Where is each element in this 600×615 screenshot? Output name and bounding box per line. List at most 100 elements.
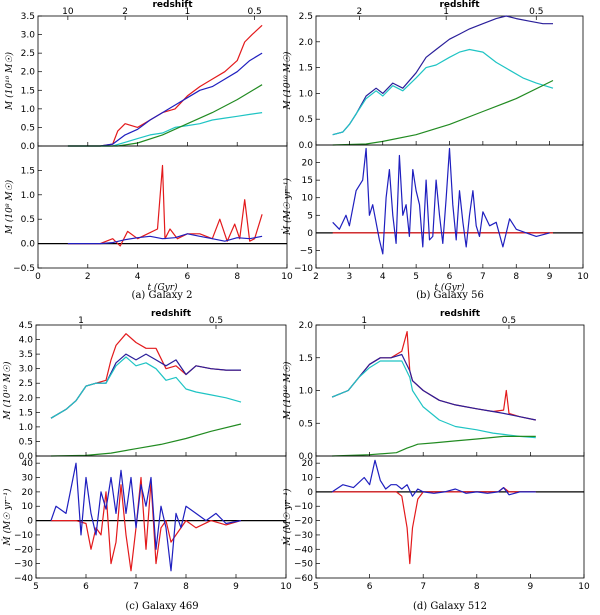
y-tick-label: 0.5 [299,115,313,125]
top-axis-label: redshift [439,0,480,10]
series-line-green [50,423,242,457]
y-tick-label: 20 [302,459,314,469]
y-tick-label: 2.0 [299,38,314,48]
series-line-cyan [67,112,263,147]
y-axis-label: M (10¹⁰ M☉) [4,52,15,111]
series-line-navy [332,15,553,136]
panel-frame-upper [315,15,584,146]
y-tick-label: 0 [307,488,313,498]
top-tick-label: 1 [78,316,84,326]
x-tick-label: 5 [413,272,419,282]
y-axis-label: Ṁ (M☉ yr⁻¹) [281,178,293,236]
top-tick-label: 0.5 [209,316,223,326]
y-tick-label: 1.5 [21,166,35,176]
x-tick-label: 8 [183,582,189,592]
y-tick-label: −10 [294,264,313,274]
x-tick-label: 10 [281,272,293,282]
y-tick-label: 0 [307,229,313,239]
series-line-blue [67,52,263,147]
y-tick-label: −10 [14,531,33,541]
y-tick-label: 0 [27,517,33,527]
x-tick-label: 10 [577,272,589,282]
x-tick-label: 7 [133,582,139,592]
y-axis-label: Ṁ (M☉ yr⁻¹) [281,488,293,546]
y-tick-label: 1.5 [19,408,33,418]
y-axis-label: M (10¹⁰ M☉) [2,361,13,420]
y-tick-label: −20 [294,517,313,527]
y-tick-label: 1.5 [299,354,313,364]
x-tick-label: 5 [313,582,319,592]
series-line-green [332,435,536,457]
y-tick-label: 1.0 [299,89,314,99]
y-tick-label: 0.0 [299,141,314,151]
y-tick-label: 3.5 [19,350,33,360]
y-tick-label: 2.0 [21,68,36,78]
y-tick-label: 2.5 [19,379,33,389]
panel-frame-lower [35,455,287,579]
x-tick-label: 4 [380,272,386,282]
y-tick-label: 0.5 [19,437,33,447]
y-tick-label: −40 [14,574,33,584]
top-tick-label: 0.5 [247,7,261,17]
series-line-red [51,476,242,572]
panel-frame-lower [315,144,584,269]
y-tick-label: 2.0 [19,394,34,404]
series-line-red [67,24,263,147]
y-axis-label: M (10¹⁰ M☉) [282,361,293,420]
series-line-navy [331,353,536,421]
series-line-red [331,331,536,421]
top-tick-label: 0.5 [502,316,516,326]
top-tick-label: 0.5 [529,7,543,17]
y-tick-label: −40 [294,545,313,555]
x-tick-label: 6 [447,272,453,282]
series-line-red [67,164,263,247]
y-tick-label: 20 [302,159,314,169]
top-tick-label: 1 [185,7,191,17]
series-line-green [67,84,263,147]
x-tick-label: 8 [474,582,480,592]
x-tick-label: 9 [233,582,239,592]
y-axis-label: M (10¹⁰ M☉) [282,51,293,110]
panel-frame-lower [315,455,585,579]
y-tick-label: 1.0 [299,387,314,397]
y-tick-label: 0.5 [21,123,35,133]
top-axis-label: redshift [152,0,193,10]
x-tick-label: 5 [33,582,39,592]
y-tick-label: 40 [22,459,34,469]
panel-frame-upper [35,324,287,457]
panel-caption: (a) Galaxy 2 [132,290,193,301]
y-tick-label: 1.0 [21,105,36,115]
y-tick-label: −60 [294,574,313,584]
y-tick-label: 4.0 [19,336,34,346]
panel-frame-lower [37,145,288,269]
y-tick-label: 3.0 [21,31,36,41]
x-tick-label: 9 [528,582,534,592]
x-tick-label: 7 [420,582,426,592]
y-tick-label: 3.0 [19,365,34,375]
x-axis-label: t (Gyr) [434,282,465,293]
x-tick-label: 10 [578,582,590,592]
series-line-green [332,79,554,146]
series-line-cyan [332,48,554,136]
y-tick-label: 2.0 [299,321,314,331]
series-line-navy [50,353,241,419]
y-tick-label: 0.0 [19,452,34,462]
x-tick-label: 4 [135,272,141,282]
series-line-cyan [50,356,242,419]
x-tick-label: 6 [83,582,89,592]
y-tick-label: 10 [302,474,314,484]
y-tick-label: −30 [14,560,33,570]
series-line-blue [67,233,263,245]
y-axis-label: M (10⁸ M☉) [4,179,15,235]
top-tick-label: 2 [122,7,128,17]
y-tick-label: 2.5 [21,49,35,59]
series-line-red [50,333,241,419]
series-line-blue [332,147,550,255]
y-tick-label: 1.0 [21,191,36,201]
x-tick-label: 9 [547,272,553,282]
x-tick-label: 6 [185,272,191,282]
y-tick-label: 0.5 [299,419,313,429]
panel-caption: (c) Galaxy 469 [125,601,198,612]
top-axis-label: redshift [440,309,481,319]
